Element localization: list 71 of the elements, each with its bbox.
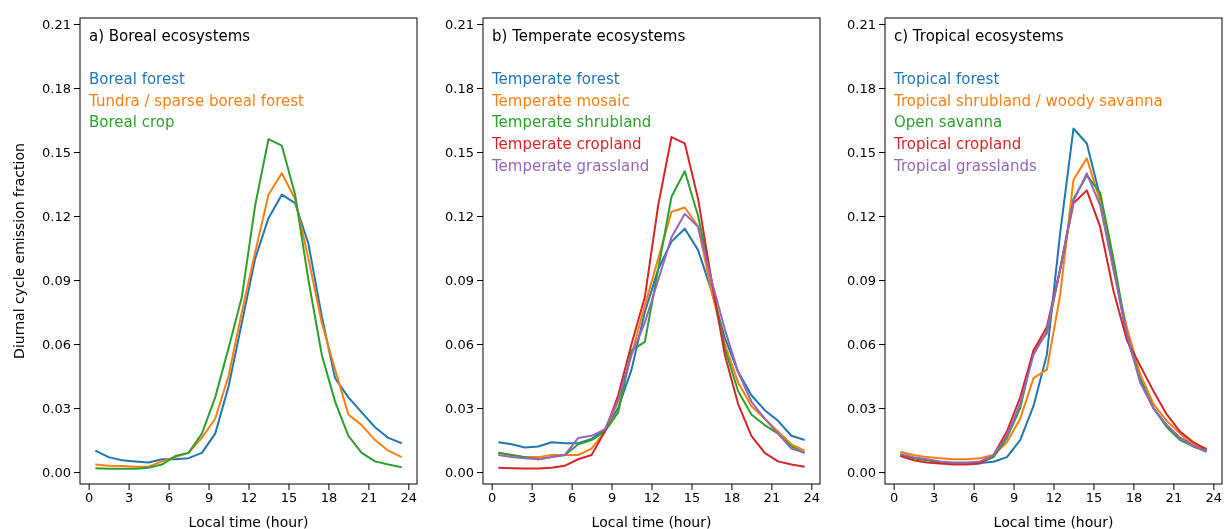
text: Temperate forest <box>491 70 620 88</box>
x-tick-label: 6 <box>164 490 174 506</box>
y-tick-label: 0.03 <box>42 400 71 416</box>
x-tick-label: 21 <box>1165 490 1183 506</box>
y-tick-label: 0.06 <box>445 336 474 352</box>
x-tick-label: 15 <box>683 490 701 506</box>
y-tick-label: 0.03 <box>847 400 876 416</box>
x-tick-label: 6 <box>969 490 979 506</box>
text: Boreal crop <box>89 113 175 132</box>
y-tick-label: 0.21 <box>445 16 474 32</box>
y-tick-label: 0.12 <box>445 208 474 224</box>
x-tick-label: 24 <box>1205 490 1223 506</box>
y-tick-label: 0.03 <box>445 400 474 416</box>
x-tick-label: 3 <box>527 490 537 506</box>
y-tick-label: 0.15 <box>42 144 71 160</box>
x-tick-label: 3 <box>929 490 939 506</box>
x-tick-label: 0 <box>488 490 497 506</box>
y-tick-label: 0.12 <box>847 208 876 224</box>
text: Tundra / sparse boreal forest <box>88 91 305 110</box>
text: Tropical cropland <box>893 135 1022 154</box>
x-tick-label: 3 <box>124 490 134 506</box>
y-tick-label: 0.21 <box>42 16 71 32</box>
x-axis-title: Local time (hour) <box>188 514 309 529</box>
y-tick-label: 0.12 <box>42 208 71 224</box>
y-tick-label: 0.18 <box>445 80 474 96</box>
y-tick-label: 0.06 <box>847 336 876 352</box>
y-tick-label: 0.15 <box>445 144 474 160</box>
text: Temperate mosaic <box>491 91 630 110</box>
y-tick-label: 0.00 <box>847 464 876 480</box>
x-tick-label: 12 <box>643 490 661 506</box>
text: Tropical shrubland / woody savanna <box>893 91 1163 110</box>
x-tick-label: 21 <box>360 490 378 506</box>
x-tick-label: 21 <box>763 490 781 506</box>
x-axis-title: Local time (hour) <box>993 514 1114 529</box>
y-tick-label: 0.18 <box>42 80 71 96</box>
x-tick-label: 12 <box>1045 490 1063 506</box>
y-tick-label: 0.18 <box>847 80 876 96</box>
y-tick-label: 0.09 <box>42 272 71 288</box>
x-tick-label: 0 <box>85 490 94 506</box>
text: c) Tropical ecosystems <box>894 27 1064 45</box>
x-tick-label: 15 <box>1085 490 1103 506</box>
x-tick-label: 9 <box>1009 490 1019 506</box>
series-label: Temperate cropland <box>491 135 642 154</box>
x-axis-title: Local time (hour) <box>591 514 712 529</box>
x-tick-label: 18 <box>320 490 338 506</box>
text: Tropical forest <box>893 70 1000 88</box>
x-tick-label: 9 <box>607 490 617 506</box>
y-tick-label: 0.21 <box>847 16 876 32</box>
y-tick-label: 0.00 <box>42 464 71 480</box>
text: Open savanna <box>894 113 1003 132</box>
x-tick-label: 24 <box>803 490 821 506</box>
text: Boreal forest <box>89 70 185 88</box>
x-tick-label: 9 <box>204 490 214 506</box>
text: Temperate shrubland <box>491 113 652 132</box>
text: Temperate grassland <box>491 156 650 175</box>
x-tick-label: 0 <box>890 490 899 506</box>
x-tick-label: 24 <box>400 490 418 506</box>
x-tick-label: 18 <box>723 490 741 506</box>
x-tick-label: 12 <box>240 490 258 506</box>
x-tick-label: 18 <box>1125 490 1143 506</box>
text: b) Temperate ecosystems <box>492 27 686 45</box>
y-tick-label: 0.09 <box>445 272 474 288</box>
y-axis-title: Diurnal cycle emission fraction <box>11 143 27 359</box>
text: Tropical grasslands <box>893 156 1037 175</box>
x-tick-label: 6 <box>567 490 577 506</box>
y-tick-label: 0.15 <box>847 144 876 160</box>
y-tick-label: 0.06 <box>42 336 71 352</box>
y-tick-label: 0.00 <box>445 464 474 480</box>
text: a) Boreal ecosystems <box>89 27 251 45</box>
x-tick-label: 15 <box>280 490 298 506</box>
y-tick-label: 0.09 <box>847 272 876 288</box>
